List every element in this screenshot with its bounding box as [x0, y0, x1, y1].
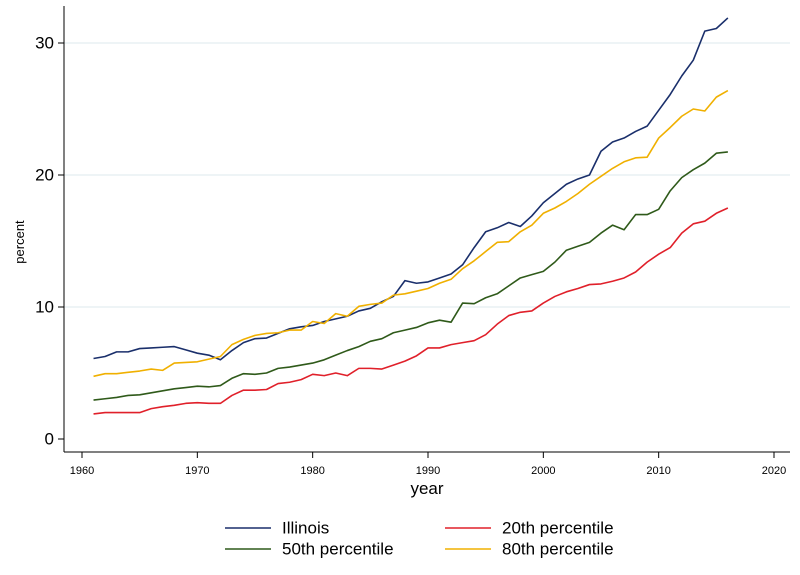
x-axis-title: year — [410, 479, 443, 498]
series-line-50th-percentile — [93, 151, 728, 401]
x-tick-label: 2000 — [531, 465, 555, 477]
y-ticks: 0 10 20 30 — [35, 34, 64, 449]
legend: Illinois 20th percentile 50th percentile 80… — [225, 519, 614, 559]
x-tick-label: 2020 — [762, 465, 786, 477]
y-tick-label: 0 — [45, 430, 54, 449]
gridlines — [64, 42, 790, 308]
legend-label-80th-percentile: 80th percentile — [502, 540, 614, 559]
y-tick-label: 20 — [35, 166, 54, 185]
x-tick-label: 1980 — [300, 465, 324, 477]
legend-label-illinois: Illinois — [282, 519, 329, 538]
axes — [63, 6, 790, 453]
series-line-20th-percentile — [93, 207, 729, 415]
series-lines — [93, 17, 729, 415]
series-line-80th-percentile — [93, 89, 729, 378]
y-tick-label: 30 — [35, 34, 54, 53]
y-tick-label: 10 — [35, 298, 54, 317]
x-tick-label: 1960 — [70, 465, 94, 477]
legend-label-20th-percentile: 20th percentile — [502, 519, 614, 538]
y-axis-title: percent — [12, 220, 27, 264]
legend-label-50th-percentile: 50th percentile — [282, 540, 394, 559]
series-line-illinois — [93, 17, 729, 361]
x-tick-label: 1970 — [185, 465, 209, 477]
x-ticks: 1960 1970 1980 1990 2000 2010 2020 — [70, 452, 786, 477]
x-tick-label: 2010 — [646, 465, 670, 477]
x-tick-label: 1990 — [416, 465, 440, 477]
